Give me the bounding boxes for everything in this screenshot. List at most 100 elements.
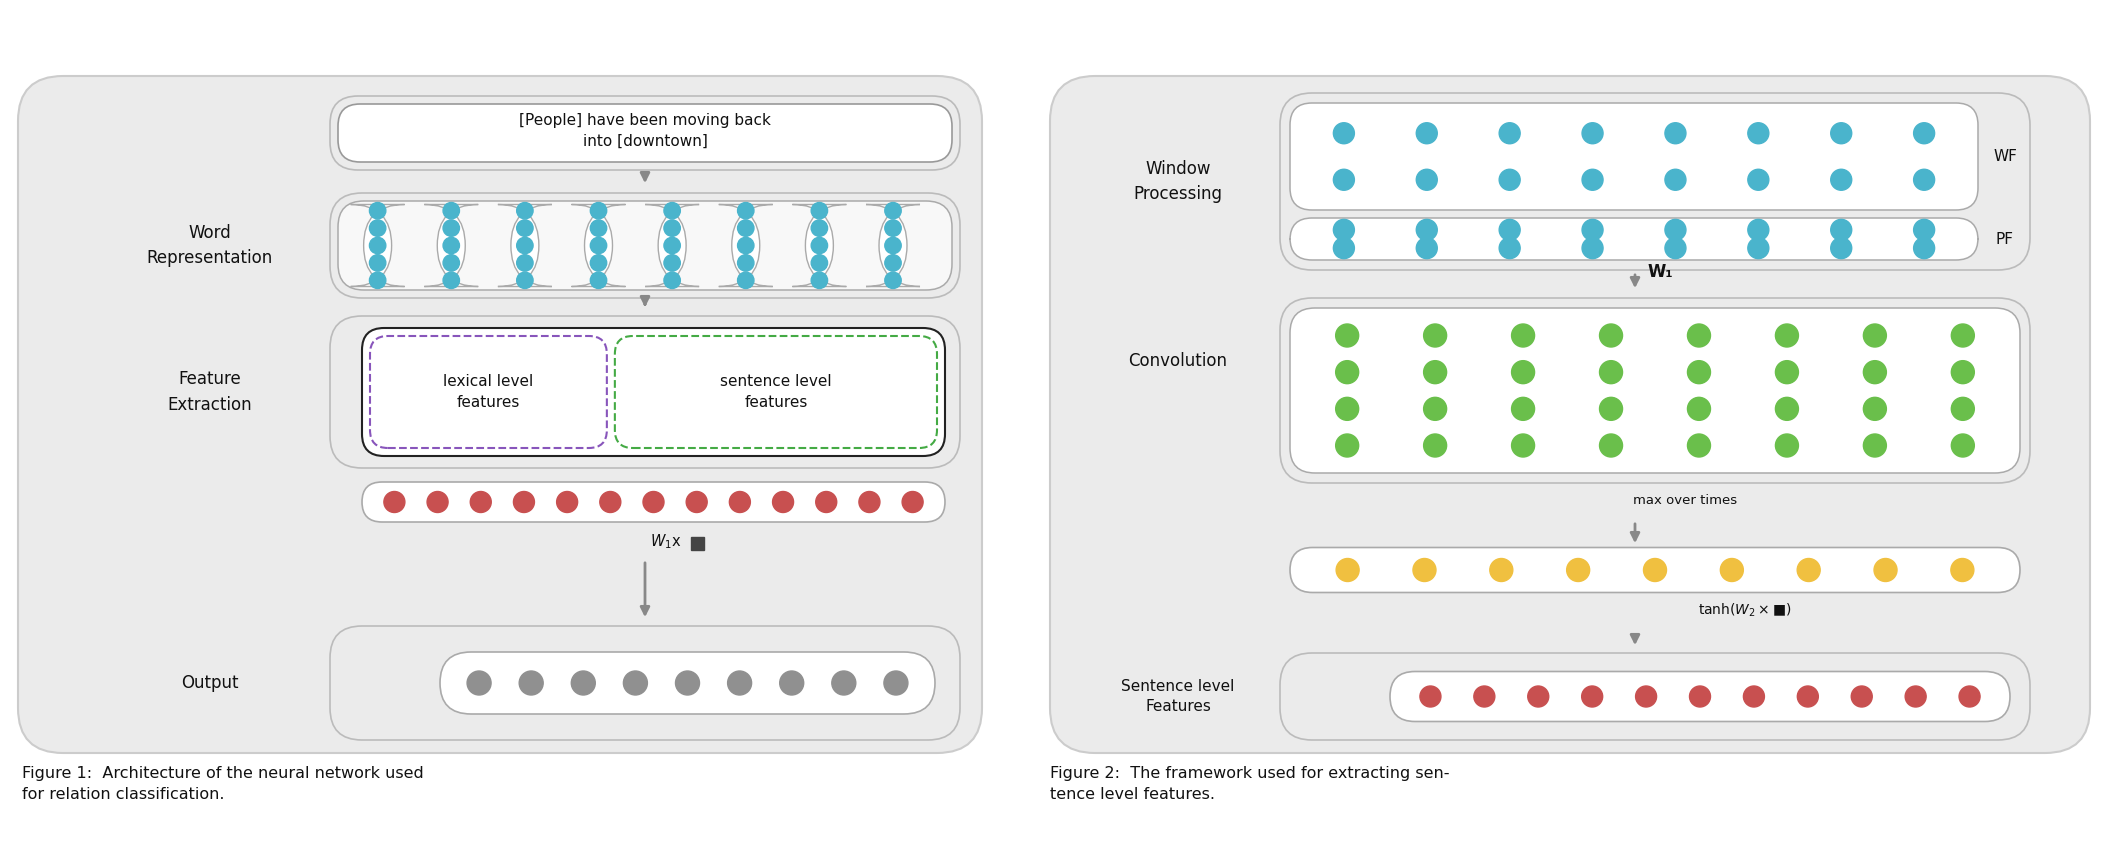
Circle shape — [518, 238, 532, 254]
Circle shape — [810, 220, 827, 236]
FancyBboxPatch shape — [615, 336, 937, 448]
Circle shape — [1748, 220, 1769, 240]
Circle shape — [1500, 123, 1521, 144]
Circle shape — [590, 238, 607, 254]
Circle shape — [664, 202, 681, 219]
Circle shape — [518, 220, 532, 236]
Circle shape — [369, 238, 386, 254]
Circle shape — [810, 238, 827, 254]
Circle shape — [1582, 220, 1603, 240]
FancyBboxPatch shape — [331, 193, 961, 298]
Circle shape — [1512, 324, 1536, 347]
FancyBboxPatch shape — [331, 626, 961, 740]
Circle shape — [1413, 559, 1436, 582]
Circle shape — [1423, 434, 1447, 457]
Circle shape — [831, 671, 855, 695]
Circle shape — [571, 671, 596, 695]
Circle shape — [817, 492, 838, 512]
Circle shape — [1665, 238, 1686, 258]
Circle shape — [1336, 360, 1360, 384]
Circle shape — [1688, 324, 1710, 347]
Circle shape — [1417, 238, 1438, 258]
Circle shape — [1334, 123, 1355, 144]
Text: Output: Output — [180, 674, 240, 692]
Circle shape — [730, 492, 751, 512]
Circle shape — [859, 492, 880, 512]
Text: Sentence level
Features: Sentence level Features — [1122, 679, 1234, 714]
Circle shape — [738, 255, 753, 271]
Circle shape — [1864, 324, 1886, 347]
FancyBboxPatch shape — [1279, 93, 2030, 270]
Circle shape — [1720, 559, 1743, 582]
Text: PF: PF — [1996, 232, 2015, 246]
Circle shape — [738, 202, 753, 219]
Circle shape — [810, 202, 827, 219]
Circle shape — [1336, 324, 1360, 347]
FancyBboxPatch shape — [350, 204, 405, 287]
FancyBboxPatch shape — [1279, 653, 2030, 740]
Circle shape — [624, 671, 647, 695]
Circle shape — [687, 492, 706, 512]
Circle shape — [1644, 559, 1667, 582]
FancyBboxPatch shape — [1290, 547, 2019, 593]
Circle shape — [738, 220, 753, 236]
FancyBboxPatch shape — [439, 652, 935, 714]
FancyBboxPatch shape — [645, 204, 700, 287]
Circle shape — [590, 220, 607, 236]
Circle shape — [1423, 360, 1447, 384]
Circle shape — [1500, 169, 1521, 190]
Circle shape — [1599, 397, 1623, 420]
Circle shape — [1690, 686, 1710, 707]
Circle shape — [1951, 360, 1975, 384]
Circle shape — [1905, 686, 1926, 707]
Circle shape — [1775, 434, 1799, 457]
Circle shape — [443, 220, 460, 236]
Circle shape — [1830, 238, 1852, 258]
Circle shape — [664, 220, 681, 236]
Circle shape — [664, 238, 681, 254]
Circle shape — [600, 492, 621, 512]
Circle shape — [738, 238, 753, 254]
Text: WF: WF — [1994, 149, 2017, 164]
Circle shape — [884, 255, 901, 271]
Text: max over times: max over times — [1633, 494, 1737, 507]
Circle shape — [772, 492, 793, 512]
Circle shape — [884, 671, 908, 695]
Circle shape — [590, 255, 607, 271]
Circle shape — [1748, 238, 1769, 258]
Circle shape — [443, 202, 460, 219]
Circle shape — [810, 255, 827, 271]
Circle shape — [1830, 123, 1852, 144]
FancyBboxPatch shape — [1279, 298, 2030, 483]
Circle shape — [1875, 559, 1896, 582]
Circle shape — [1852, 686, 1873, 707]
Circle shape — [1864, 360, 1886, 384]
Circle shape — [1334, 169, 1355, 190]
Text: Convolution: Convolution — [1128, 352, 1228, 370]
FancyBboxPatch shape — [337, 201, 952, 290]
Circle shape — [1512, 434, 1536, 457]
FancyBboxPatch shape — [1389, 672, 2011, 722]
Circle shape — [1567, 559, 1589, 582]
Circle shape — [1417, 169, 1438, 190]
FancyBboxPatch shape — [498, 204, 551, 287]
Circle shape — [1417, 123, 1438, 144]
FancyBboxPatch shape — [1050, 76, 2089, 753]
Circle shape — [443, 255, 460, 271]
Circle shape — [1527, 686, 1548, 707]
Circle shape — [369, 272, 386, 288]
Circle shape — [1334, 238, 1355, 258]
Circle shape — [664, 255, 681, 271]
Circle shape — [1688, 397, 1710, 420]
Circle shape — [1336, 559, 1360, 582]
Circle shape — [1423, 324, 1447, 347]
FancyBboxPatch shape — [337, 104, 952, 162]
Circle shape — [884, 220, 901, 236]
Circle shape — [1582, 686, 1603, 707]
FancyBboxPatch shape — [424, 204, 477, 287]
Circle shape — [1512, 360, 1536, 384]
Text: $\mathrm{tanh}(W_2\times\blacksquare)$: $\mathrm{tanh}(W_2\times\blacksquare)$ — [1699, 601, 1792, 619]
Circle shape — [1500, 220, 1521, 240]
Circle shape — [1599, 324, 1623, 347]
FancyBboxPatch shape — [571, 204, 626, 287]
